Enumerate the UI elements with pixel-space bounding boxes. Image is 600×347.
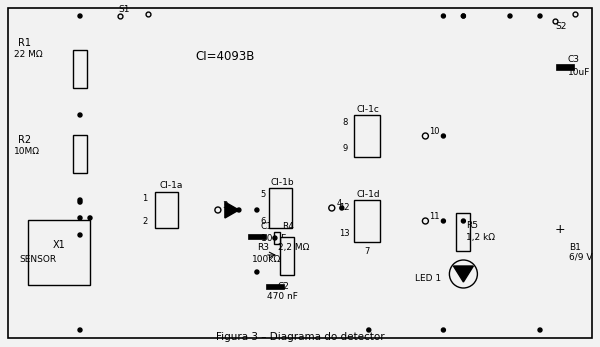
Circle shape	[442, 14, 445, 18]
Text: 470 nF: 470 nF	[267, 292, 298, 301]
Text: 1,2 kΩ: 1,2 kΩ	[466, 233, 496, 242]
Bar	[354, 200, 380, 242]
Circle shape	[508, 14, 512, 18]
Text: C1: C1	[261, 222, 273, 231]
Text: 9: 9	[343, 144, 348, 153]
Text: 13: 13	[339, 229, 349, 238]
Text: 6: 6	[260, 217, 265, 226]
Text: 5: 5	[260, 190, 265, 199]
Circle shape	[237, 208, 241, 212]
Text: SENSOR: SENSOR	[19, 255, 56, 264]
Text: LED 1: LED 1	[415, 274, 442, 283]
Circle shape	[461, 14, 466, 18]
Text: S2: S2	[555, 22, 566, 31]
Bar	[248, 234, 266, 239]
Circle shape	[78, 14, 82, 18]
Text: +: +	[554, 223, 565, 236]
Polygon shape	[454, 266, 473, 282]
Bar	[28, 220, 90, 285]
Text: 3: 3	[222, 201, 227, 210]
Text: CI-1a: CI-1a	[160, 181, 184, 190]
Circle shape	[273, 236, 277, 240]
Circle shape	[78, 233, 82, 237]
Bar	[354, 115, 380, 157]
Text: 12: 12	[339, 203, 349, 212]
Text: X1: X1	[53, 240, 65, 250]
Circle shape	[538, 328, 542, 332]
Bar	[280, 237, 294, 275]
Text: C3: C3	[568, 55, 580, 64]
Text: R2: R2	[18, 135, 31, 145]
Bar	[457, 213, 470, 251]
Text: R3: R3	[257, 243, 269, 252]
Bar	[266, 284, 284, 289]
Text: 22 MΩ: 22 MΩ	[14, 50, 43, 59]
Text: 100kΩ: 100kΩ	[252, 255, 281, 264]
Text: 1: 1	[142, 194, 147, 203]
Polygon shape	[225, 202, 239, 218]
Circle shape	[442, 328, 445, 332]
Circle shape	[461, 14, 466, 18]
Text: 4: 4	[337, 199, 342, 208]
Bar	[73, 50, 87, 88]
Bar	[274, 232, 280, 244]
Text: B1: B1	[569, 243, 581, 252]
Text: 2: 2	[142, 217, 147, 226]
Text: R1: R1	[18, 38, 31, 48]
Circle shape	[78, 113, 82, 117]
Text: R4: R4	[282, 222, 294, 231]
Circle shape	[78, 328, 82, 332]
Circle shape	[78, 200, 82, 204]
Text: 8: 8	[343, 118, 348, 127]
Text: 10MΩ: 10MΩ	[14, 147, 40, 156]
Circle shape	[538, 14, 542, 18]
Circle shape	[255, 270, 259, 274]
Circle shape	[340, 206, 344, 210]
Text: 2,2 MΩ: 2,2 MΩ	[278, 243, 309, 252]
Text: S1: S1	[118, 5, 130, 14]
Circle shape	[255, 208, 259, 212]
Bar	[73, 135, 87, 173]
Text: CI-1d: CI-1d	[357, 190, 380, 199]
Circle shape	[367, 328, 371, 332]
Text: R5: R5	[466, 221, 478, 230]
Text: 10uF: 10uF	[568, 68, 590, 77]
Text: CI=4093B: CI=4093B	[195, 50, 254, 63]
Circle shape	[78, 198, 82, 202]
Bar	[155, 192, 178, 228]
Text: C2: C2	[278, 282, 290, 291]
Text: 10 μF: 10 μF	[261, 234, 286, 243]
Text: Figura 3 – Diagrama do detector: Figura 3 – Diagrama do detector	[215, 332, 385, 342]
Bar	[556, 64, 574, 70]
Text: 11: 11	[430, 212, 440, 221]
Text: CI-1c: CI-1c	[357, 105, 380, 114]
Circle shape	[461, 219, 466, 223]
Bar	[269, 188, 292, 228]
Text: 7: 7	[364, 247, 369, 256]
Circle shape	[78, 216, 82, 220]
Text: 10: 10	[430, 127, 440, 136]
Circle shape	[442, 219, 445, 223]
Circle shape	[88, 216, 92, 220]
Text: 6/9 V: 6/9 V	[569, 253, 593, 262]
Text: CI-1b: CI-1b	[271, 178, 295, 187]
Circle shape	[442, 134, 445, 138]
